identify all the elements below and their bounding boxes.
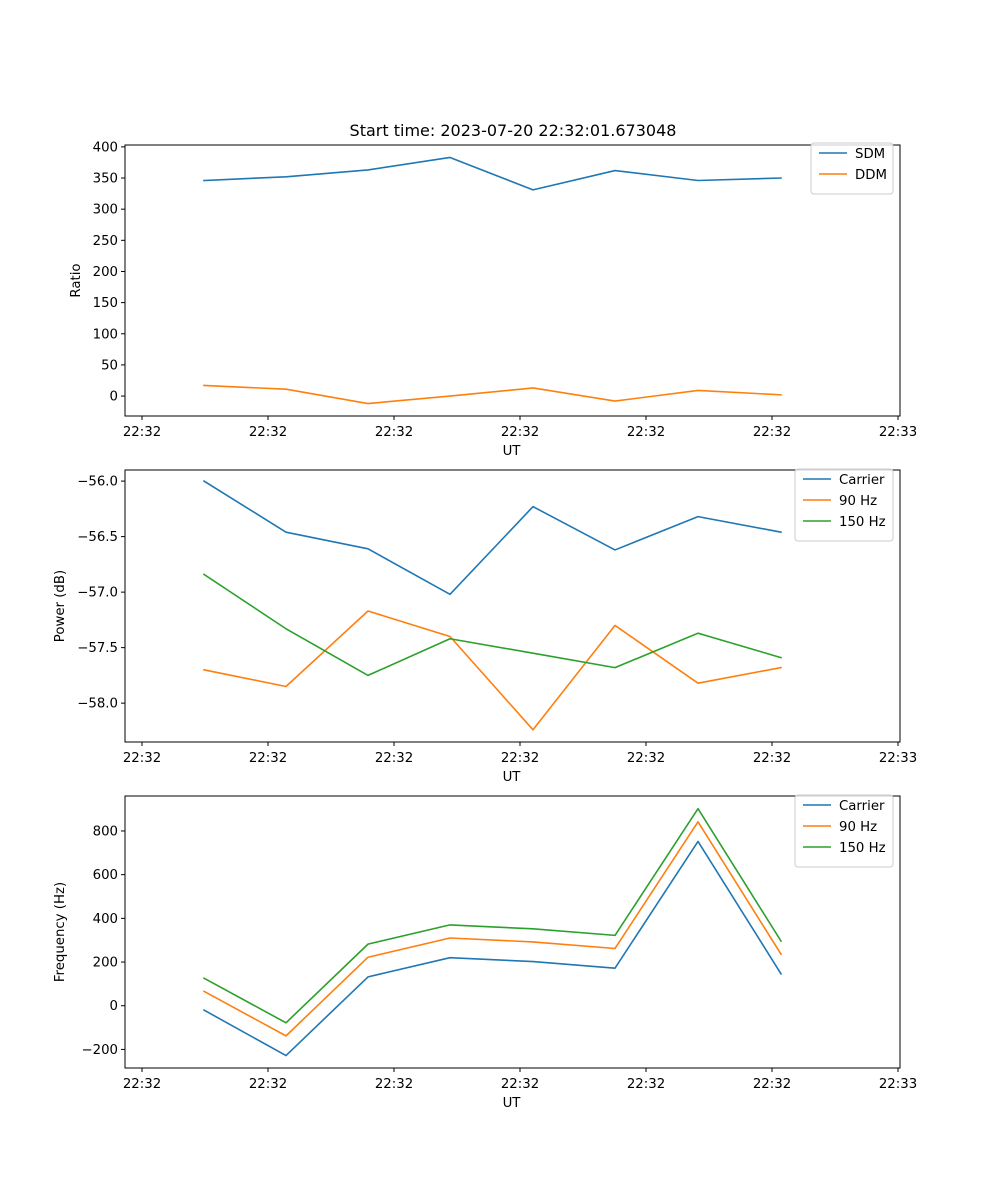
frequency-ytick-label: 600 (93, 868, 118, 883)
ratio-legend-label-ddm: DDM (855, 168, 887, 183)
power-series-line-carrier (202, 479, 782, 596)
frequency-legend-label-carrier: Carrier (839, 799, 885, 814)
ratio-series-line-sdm (203, 156, 782, 191)
ratio-xtick-label: 22:32 (375, 425, 413, 440)
ratio-ytick-label: 350 (93, 172, 118, 187)
ratio-series-line-ddm (203, 384, 782, 405)
frequency-ytick-label: 0 (110, 999, 118, 1014)
frequency-xtick-label: 22:32 (501, 1077, 539, 1092)
ratio-xtick-label: 22:32 (753, 425, 791, 440)
ratio-ytick-label: 250 (93, 234, 118, 249)
power-xtick-label: 22:32 (627, 751, 665, 766)
power-panel: −58.0 −57.5 −57.0 −56.5 −56.0 22:32 22:32 22:32… (53, 468, 917, 785)
ratio-xtick-label: 22:32 (501, 425, 539, 440)
power-ytick-label: −56.5 (77, 530, 118, 545)
frequency-xtick-label: 22:33 (879, 1077, 917, 1092)
ratio-panel: 0 50 100 150 200 250 300 350 400 22:32 22:32 22:32 2… (69, 140, 917, 459)
power-xtick-label: 22:32 (753, 751, 791, 766)
ratio-ytick-label: 400 (93, 140, 118, 155)
frequency-ytick-label: 400 (93, 912, 118, 927)
ratio-legend-box (810, 142, 894, 195)
frequency-ylabel: Frequency (Hz) (53, 882, 68, 982)
power-xtick-label: 22:32 (375, 751, 413, 766)
frequency-xtick-label: 22:32 (249, 1077, 287, 1092)
ratio-xtick-label: 22:32 (123, 425, 161, 440)
power-xtick-label: 22:32 (249, 751, 287, 766)
power-xtick-label: 22:32 (501, 751, 539, 766)
frequency-xtick-label: 22:32 (123, 1077, 161, 1092)
power-xtick-label: 22:33 (879, 751, 917, 766)
ratio-xtick-label: 22:32 (627, 425, 665, 440)
frequency-legend-box (794, 794, 894, 868)
power-series-line-90-hz (203, 610, 782, 731)
ratio-ytick-label: 200 (93, 265, 118, 280)
frequency-legend-label-90-hz: 90 Hz (839, 820, 877, 835)
frequency-ytick-label: 800 (93, 824, 118, 839)
frequency-panel: −200 0 200 400 600 800 22:32 22:32 22:32 22:32 22:… (53, 794, 917, 1111)
ratio-xtick-label: 22:33 (879, 425, 917, 440)
ratio-ylabel: Ratio (69, 263, 84, 297)
power-xtick-label: 22:32 (123, 751, 161, 766)
power-legend-box (794, 468, 894, 542)
frequency-xtick-label: 22:32 (753, 1077, 791, 1092)
ratio-axes-frame (124, 144, 901, 417)
frequency-series-line-carrier (202, 840, 783, 1057)
ratio-xtick-label: 22:32 (249, 425, 287, 440)
frequency-xlabel: UT (503, 1096, 522, 1111)
frequency-ytick-label: −200 (81, 1043, 118, 1058)
frequency-axes-frame (124, 795, 901, 1069)
power-ytick-label: −56.0 (77, 475, 118, 490)
power-ytick-label: −57.5 (77, 641, 118, 656)
power-ytick-label: −57.0 (77, 586, 118, 601)
ratio-ytick-label: 100 (93, 327, 118, 342)
frequency-xtick-label: 22:32 (375, 1077, 413, 1092)
frequency-ytick-label: 200 (93, 956, 118, 971)
ratio-ytick-label: 300 (93, 203, 118, 218)
chart-title: Start time: 2023-07-20 22:32:01.673048 (350, 121, 677, 140)
frequency-legend-label-150-hz: 150 Hz (839, 841, 886, 856)
power-axes-frame (124, 469, 901, 743)
power-ytick-label: −58.0 (77, 697, 118, 712)
power-xlabel: UT (503, 770, 522, 785)
ratio-ytick-label: 150 (93, 296, 118, 311)
frequency-series-line-90-hz (202, 820, 783, 1037)
power-ylabel: Power (dB) (53, 570, 68, 642)
power-legend-label-carrier: Carrier (839, 473, 885, 488)
power-legend-label-90-hz: 90 Hz (839, 494, 877, 509)
ratio-ytick-label: 0 (110, 390, 118, 405)
ratio-legend-label-sdm: SDM (855, 147, 885, 162)
ratio-ytick-label: 50 (101, 358, 118, 373)
frequency-series-line-150-hz (202, 807, 783, 1024)
power-series-line-150-hz (202, 573, 782, 677)
frequency-xtick-label: 22:32 (627, 1077, 665, 1092)
power-legend-label-150-hz: 150 Hz (839, 515, 886, 530)
ratio-xlabel: UT (503, 444, 522, 459)
